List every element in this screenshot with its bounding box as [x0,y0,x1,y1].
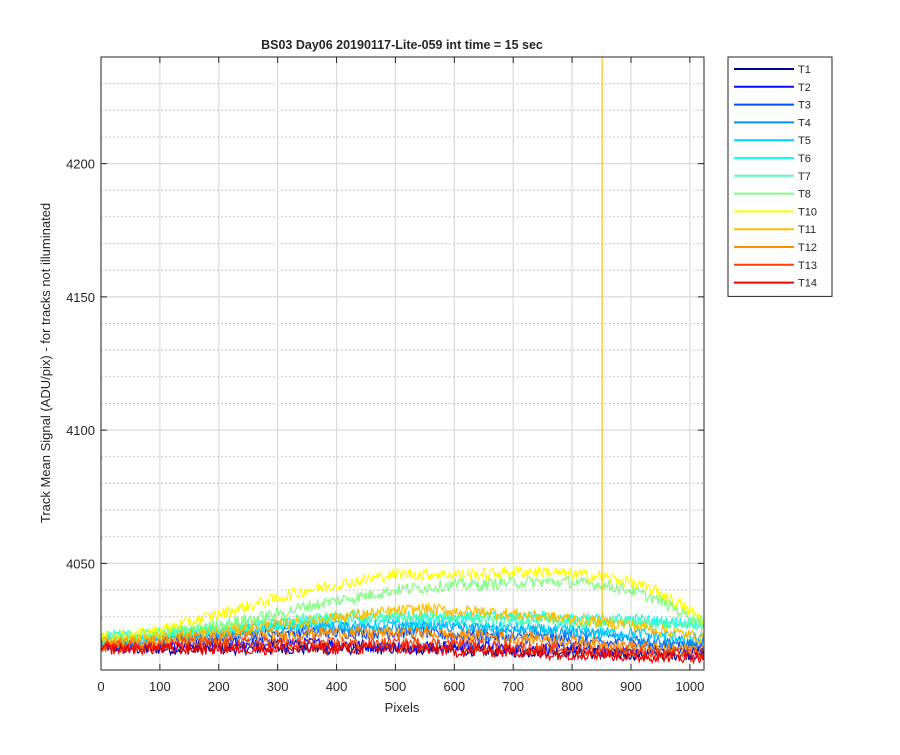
data-lines [100,57,705,665]
legend-label-t13: T13 [798,260,817,272]
axis-ticks: 0 100 200 300 400 500 600 700 800 900 1000 4050 4100… [66,57,704,694]
legend-label-t12: T12 [798,242,817,254]
y-tick-label: 4050 [66,556,95,571]
legend-label-t14: T14 [798,278,817,290]
x-tick-label: 100 [149,679,171,694]
legend-label-t1: T1 [798,64,811,76]
x-tick-label: 300 [267,679,289,694]
series-line-t14 [100,640,705,665]
legend-label-t4: T4 [798,117,811,129]
x-tick-label: 900 [620,679,642,694]
x-tick-label: 1000 [675,679,704,694]
x-axis-label: Pixels [385,700,420,715]
y-tick-label: 4100 [66,423,95,438]
legend-label-t6: T6 [798,153,811,165]
legend-label-t8: T8 [798,189,811,201]
y-axis-label: Track Mean Signal (ADU/pix) - for tracks… [38,203,53,523]
y-tick-label: 4150 [66,290,95,305]
x-tick-label: 500 [385,679,407,694]
series-line-t11 [101,57,705,649]
series-line-t12 [100,624,705,657]
series-line-t13 [100,635,705,662]
legend-label-t11: T11 [798,224,816,236]
x-tick-label: 600 [443,679,465,694]
legend-label-t7: T7 [798,171,811,183]
x-tick-label: 400 [326,679,348,694]
legend: T1 T2 T3 T4 T5 T6 T7 T8 T10 T11 T12 T13 T14 [727,56,833,297]
legend-label-t5: T5 [798,135,811,147]
legend-label-t3: T3 [798,100,811,112]
plot-frame [100,56,705,671]
y-tick-label: 4200 [66,157,95,172]
legend-label-t2: T2 [798,82,811,94]
x-tick-label: 800 [561,679,583,694]
plot-area [101,57,704,670]
x-tick-label: 700 [502,679,524,694]
series-line-t10 [100,565,705,645]
chart-title: BS03 Day06 20190117-Lite-059 int time = … [261,38,543,52]
legend-label-t10: T10 [798,206,817,218]
x-tick-label: 200 [208,679,230,694]
x-tick-label: 0 [97,679,104,694]
grid-lines [100,56,704,671]
